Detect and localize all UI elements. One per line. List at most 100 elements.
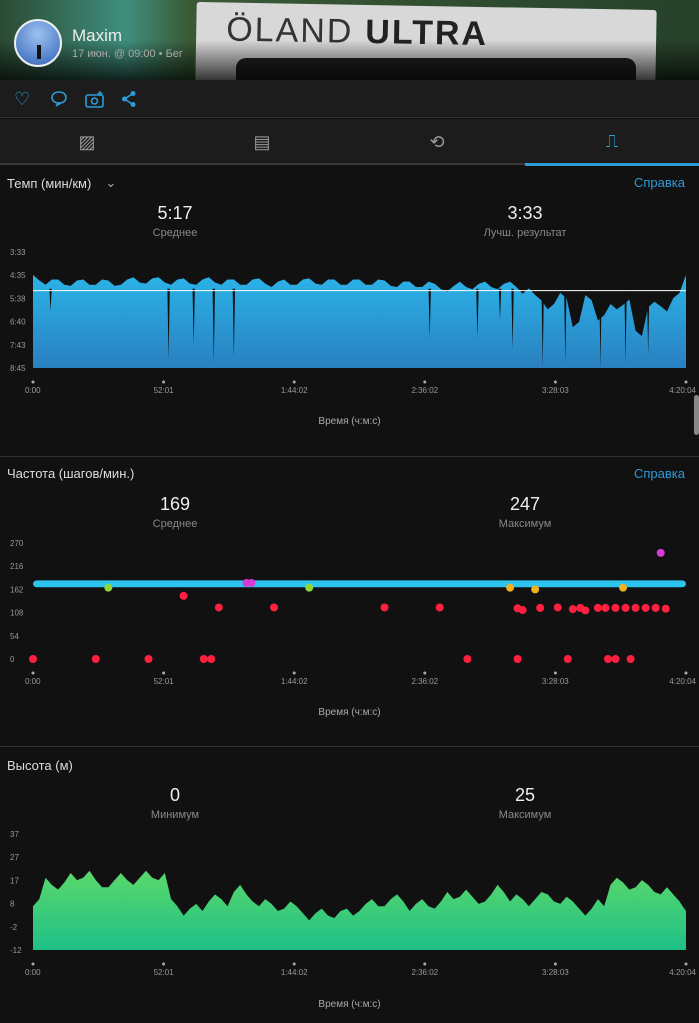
tab-details[interactable]: ▤ [175,119,349,165]
cadence-point [506,583,515,592]
pace-help-link[interactable]: Справка [634,175,685,190]
cadence-section: Частота (шагов/мин.) Справка 169 Среднее … [0,458,699,747]
x-tick-label: 1:44:02 [281,968,308,977]
x-tick-mark [162,671,166,675]
x-tick-label: 1:44:02 [281,677,308,686]
y-tick-label: 3:33 [10,248,26,257]
x-tick-label: 4:20:04 [669,386,696,395]
action-bar: ♡ [0,80,699,118]
x-tick-label: 2:36:02 [411,677,438,686]
tab-laps[interactable]: ⟲ [350,119,524,165]
pace-drop-spike [511,288,514,350]
elevation-min-label: Минимум [150,809,200,821]
x-tick-mark [292,962,296,966]
x-tick-mark [292,380,296,384]
y-tick-label: 162 [10,585,24,594]
cadence-point [603,655,612,663]
x-tick-label: 3:28:03 [542,968,569,977]
activity-header-photo: ÖLAND ULTRA [0,0,699,80]
cadence-point [536,603,545,612]
cadence-point [214,603,223,612]
x-tick-mark [684,671,688,675]
pace-drop-spike [624,288,627,363]
x-tick-label: 4:20:04 [669,677,696,686]
x-tick-label: 2:36:02 [411,386,438,395]
elevation-max-label: Максимум [498,809,552,821]
activity-tabs: ▨ ▤ ⟲ ⎍ [0,119,699,166]
cadence-point [611,603,620,612]
x-tick-mark [553,380,557,384]
cadence-point [91,655,100,663]
elevation-max-value: 25 [514,785,536,805]
share-icon[interactable] [121,90,137,111]
x-tick-label: 1:44:02 [281,386,308,395]
pace-best-label: Лучш. результат [483,227,567,239]
pace-title: Темп (мин/км) [7,175,92,191]
x-tick-mark [162,962,166,966]
pace-chart[interactable]: 3:33 4:35 5:38 6:40 7:43 8:45 0:00 52:01 1:44:02… [0,242,699,407]
summary-icon: ▨ [78,131,96,152]
x-tick-mark [423,671,427,675]
y-tick-label: 7:43 [10,341,26,350]
pace-drop-spike [212,288,215,363]
x-tick-label: 0:00 [25,968,41,977]
user-name[interactable]: Maxim [72,26,123,45]
cadence-point [531,585,540,594]
x-tick-label: 3:28:03 [542,677,569,686]
pace-drop-spike [476,288,479,338]
pace-title-dropdown[interactable]: Темп (мин/км) ⌄ [7,175,116,191]
cadence-point [179,591,188,600]
cadence-point [435,603,444,612]
elevation-chart[interactable]: 37 27 17 8 -2 -12 0:00 52:01 1:44:02 2:36:02 3:28:… [0,824,699,989]
elevation-x-axis-label: Время (ч:м:с) [318,999,381,1010]
y-tick-label: 6:40 [10,318,26,327]
pace-best-value: 3:33 [507,203,543,223]
y-tick-label: 8:45 [10,364,26,373]
x-tick-mark [162,380,166,384]
elevation-min-value: 0 [169,785,180,805]
scrollbar[interactable] [694,395,699,435]
cadence-point [593,603,602,612]
x-tick-mark [684,380,688,384]
x-tick-label: 0:00 [25,677,41,686]
y-tick-label: 27 [10,853,19,862]
elevation-section: Высота (м) 0 Минимум 25 Максимум 37 27 17 8 -2… [0,748,699,1023]
cadence-chart[interactable]: 270 216 162 108 54 0 0:00 52:01 1:44:02 2:36:02 3:… [0,533,699,698]
y-tick-label: 108 [10,609,24,618]
cadence-x-axis-label: Время (ч:м:с) [318,707,381,718]
cadence-point [601,603,610,612]
cadence-point [621,603,630,612]
tab-summary[interactable]: ▨ [0,119,174,165]
x-tick-label: 3:28:03 [542,386,569,395]
y-tick-label: 4:35 [10,271,26,280]
x-tick-mark [423,380,427,384]
x-tick-mark [292,671,296,675]
x-tick-label: 4:20:04 [669,968,696,977]
cadence-help-link[interactable]: Справка [634,466,685,481]
heart-icon[interactable]: ♡ [14,89,31,109]
pace-section: Темп (мин/км) ⌄ Справка 5:17 Среднее 3:33 Л… [0,167,699,457]
pace-drop-spike [232,288,236,358]
camera-add-icon[interactable] [85,90,105,111]
avatar[interactable] [14,19,62,67]
y-tick-label: 54 [10,632,19,641]
y-tick-label: 37 [10,830,19,839]
cadence-point [611,655,620,663]
cadence-average-value: 169 [159,494,191,514]
y-tick-label: 270 [10,539,24,548]
cadence-point [144,655,153,663]
x-tick-label: 2:36:02 [411,968,438,977]
x-tick-mark [31,962,35,966]
x-tick-mark [684,962,688,966]
pace-drop-spike [599,288,602,368]
cadence-band [33,580,686,588]
comment-icon[interactable] [50,90,68,111]
cadence-average-label: Среднее [152,518,198,530]
cadence-point [104,583,113,592]
y-tick-label: 17 [10,876,19,885]
tab-charts[interactable]: ⎍ [525,119,699,166]
elevation-area [33,870,686,950]
cadence-point [581,606,590,615]
x-tick-label: 52:01 [154,968,175,977]
details-icon: ▤ [253,131,271,152]
